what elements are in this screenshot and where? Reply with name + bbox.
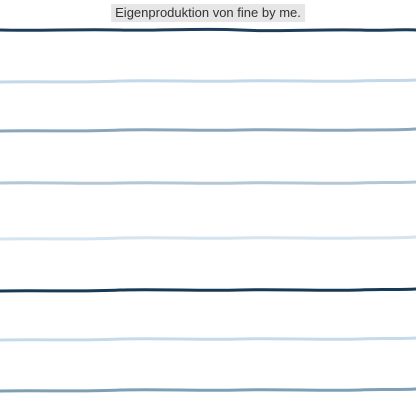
stripe-5 bbox=[0, 235, 416, 241]
stripe-1 bbox=[0, 27, 416, 33]
stripe-4 bbox=[0, 180, 416, 185]
caption-label: Eigenproduktion von fine by me. bbox=[111, 4, 305, 22]
stripe-7 bbox=[0, 336, 416, 342]
stripe-8 bbox=[0, 387, 416, 393]
stripe-6 bbox=[0, 287, 416, 293]
stripe-2 bbox=[0, 78, 416, 84]
stripe-3 bbox=[0, 127, 416, 133]
